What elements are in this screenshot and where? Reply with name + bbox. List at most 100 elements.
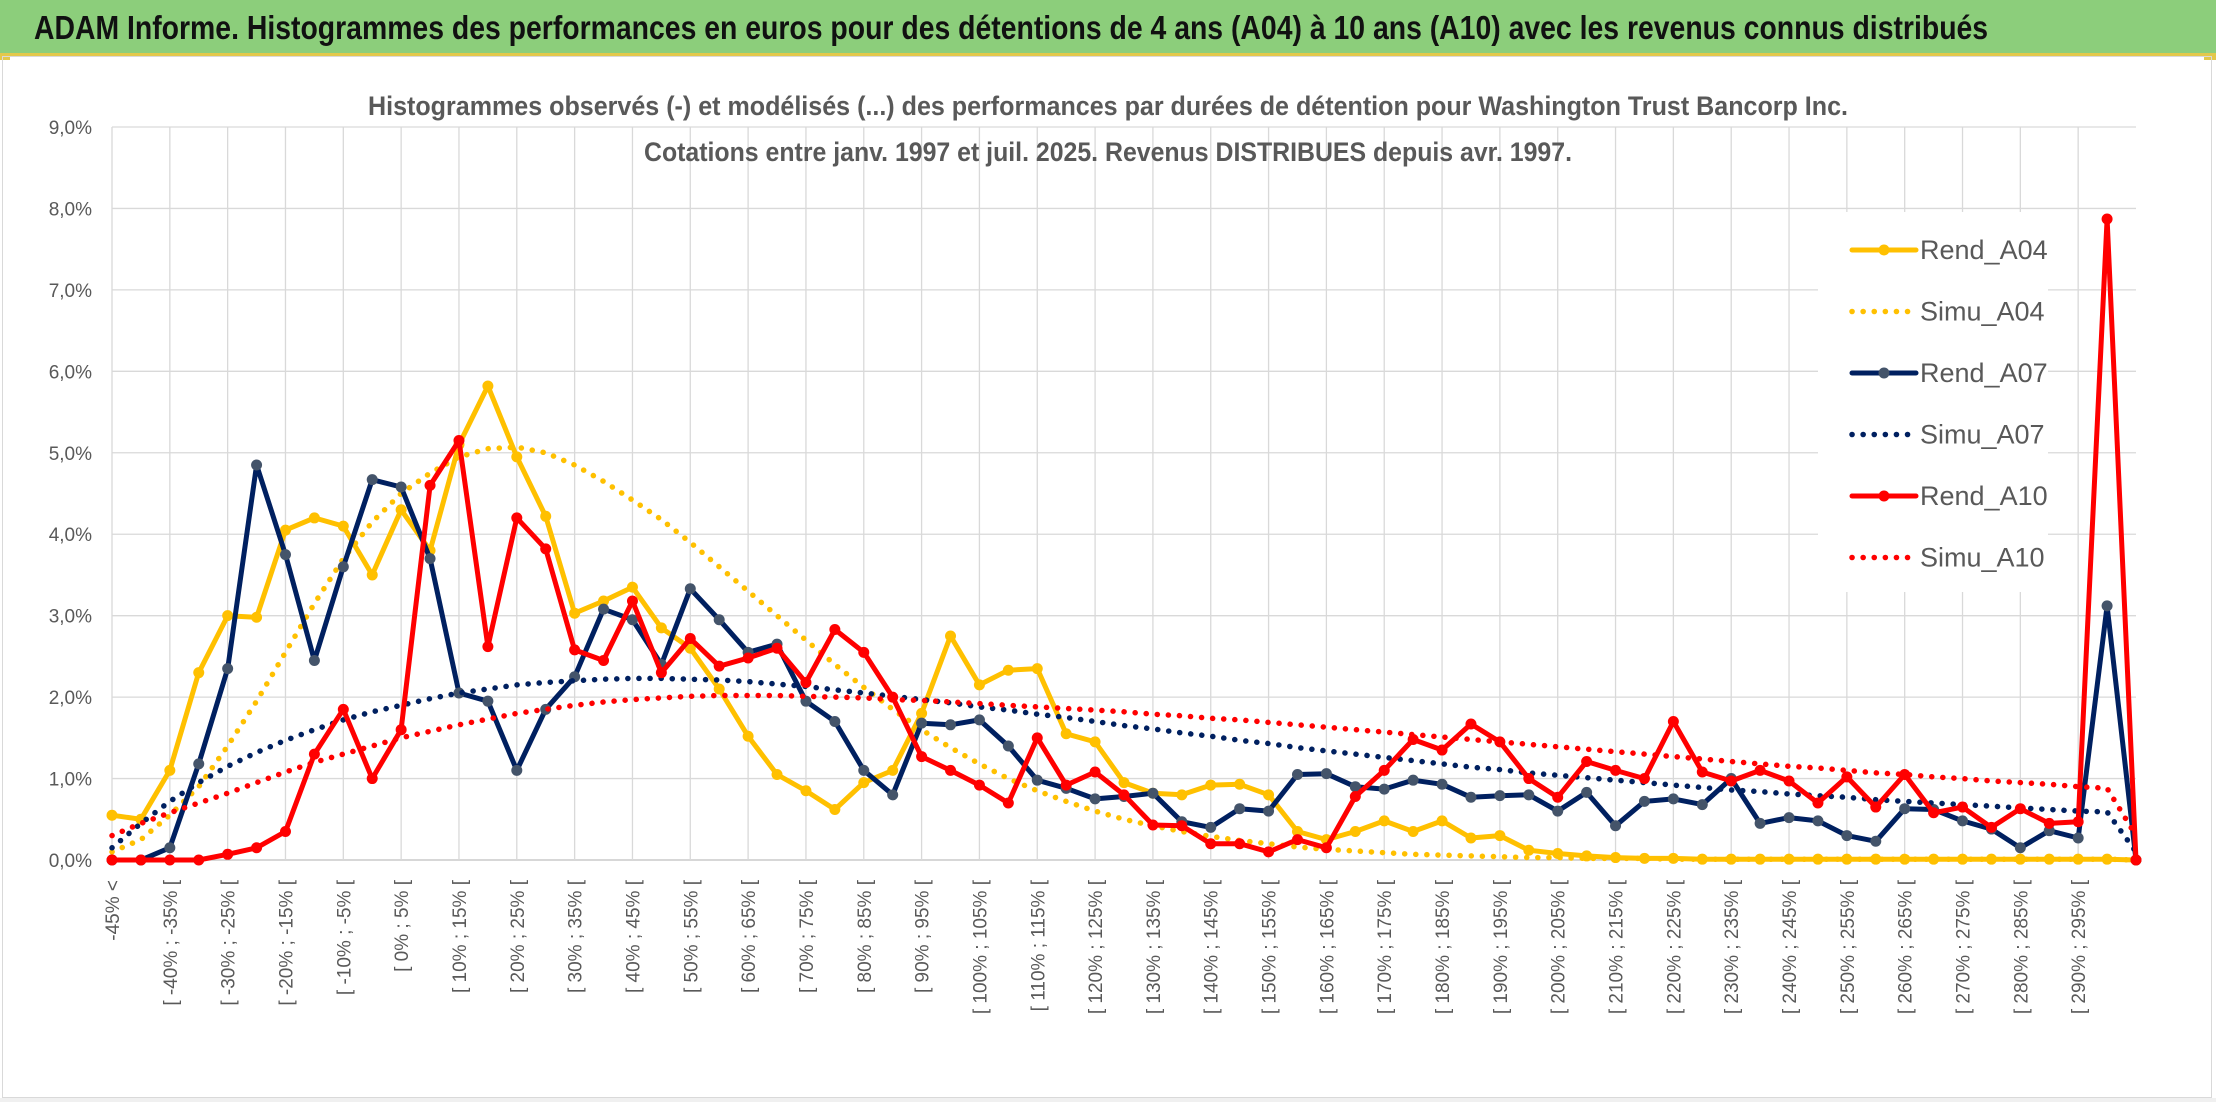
data-point-rend-a10 [2043,817,2055,829]
x-tick-label: [ 230% ; 235% [ [1722,879,1743,1014]
data-point-rend-a04 [1494,830,1506,842]
data-point-rend-a07 [1234,803,1246,815]
data-point-rend-a04 [308,512,320,524]
data-point-rend-a04 [829,804,841,816]
data-point-rend-a04 [742,730,754,742]
y-tick-label: 2,0% [49,688,92,709]
data-point-rend-a04 [106,809,118,821]
data-point-rend-a10 [1205,838,1217,850]
data-point-rend-a04 [2101,853,2113,865]
data-point-rend-a10 [1957,801,1969,813]
x-tick-label: [ 110% ; 115% [ [1028,879,1049,1011]
data-point-rend-a07 [1523,789,1535,801]
data-point-rend-a10 [1234,838,1246,850]
data-point-rend-a10 [800,676,812,688]
data-point-rend-a10 [973,779,985,791]
chart-title: Histogrammes observés (-) et modélisés (… [368,91,1848,121]
data-point-rend-a10 [1581,755,1593,767]
x-tick-label: [ 30% ; 35% [ [566,879,587,993]
data-point-rend-a07 [1465,791,1477,803]
x-tick-label: [ 70% ; 75% [ [797,879,818,993]
chart-subtitle: Cotations entre janv. 1997 et juil. 2025… [644,137,1572,167]
data-point-rend-a07 [973,714,985,726]
chart-frame [2,56,2212,1098]
data-point-rend-a10 [1263,846,1275,858]
data-point-rend-a10 [453,435,465,447]
data-point-rend-a07 [1436,778,1448,790]
x-tick-label: [ 260% ; 265% [ [1896,879,1917,1014]
banner-accent-right [2204,56,2216,60]
data-point-rend-a07 [1552,805,1564,817]
legend-label-rend-a07: Rend_A07 [1920,358,2048,388]
data-point-rend-a04 [1436,815,1448,827]
data-point-rend-a10 [771,642,783,654]
data-point-rend-a10 [424,479,436,491]
data-point-rend-a04 [2072,853,2084,865]
data-point-rend-a04 [1638,852,1650,864]
legend-label-rend-a10: Rend_A10 [1920,481,2048,511]
data-point-rend-a04 [598,595,610,607]
data-point-rend-a10 [1291,834,1303,846]
data-point-rend-a07 [511,764,523,776]
data-point-rend-a10 [858,646,870,658]
y-axis: 0,0% 1,0% 2,0% 3,0% 4,0% 5,0% 6,0% 7,0% 8,0% 9,0% [49,118,92,872]
data-point-rend-a04 [655,622,667,634]
data-point-rend-a07 [684,583,696,595]
data-point-rend-a10 [1985,821,1997,833]
data-point-rend-a07 [1870,835,1882,847]
data-point-rend-a07 [1957,815,1969,827]
x-tick-label: [ 20% ; 25% [ [508,879,529,993]
data-point-rend-a04 [1725,853,1737,865]
data-point-rend-a10 [1060,779,1072,791]
data-point-rend-a07 [1494,790,1506,802]
data-point-rend-a10 [684,632,696,644]
data-point-rend-a10 [655,667,667,679]
data-point-rend-a07 [424,553,436,565]
data-point-rend-a10 [135,854,147,866]
y-tick-label: 0,0% [49,851,92,872]
data-point-rend-a07 [626,614,638,626]
data-point-rend-a10 [366,773,378,785]
data-point-rend-a07 [1407,774,1419,786]
data-point-rend-a07 [1378,783,1390,795]
data-point-rend-a10 [1899,768,1911,780]
x-tick-label: [ 10% ; 15% [ [450,879,471,993]
x-tick-label: [ 80% ; 85% [ [855,879,876,993]
data-point-rend-a10 [1725,775,1737,787]
data-point-rend-a04 [222,610,234,622]
data-point-rend-a10 [829,624,841,636]
data-point-rend-a10 [482,641,494,653]
data-point-rend-a07 [308,654,320,666]
y-tick-label: 9,0% [49,118,92,139]
data-point-rend-a04 [1783,853,1795,865]
plot-area [106,213,2142,866]
data-point-rend-a04 [366,569,378,581]
series-line-simu-a10 [109,692,2139,839]
x-tick-label: -45% < [103,880,124,941]
x-tick-label: [ 210% ; 215% [ [1607,879,1628,1014]
data-point-rend-a04 [1263,789,1275,801]
data-point-rend-a10 [1465,718,1477,730]
data-point-rend-a10 [1349,790,1361,802]
data-point-rend-a10 [1147,819,1159,831]
data-point-rend-a04 [887,764,899,776]
data-point-rend-a10 [1523,773,1535,785]
data-point-rend-a10 [1812,797,1824,809]
data-point-rend-a04 [1031,663,1043,675]
x-tick-label: [ 120% ; 125% [ [1086,879,1107,1014]
frame-bottom-edge [0,1098,2216,1102]
legend-label-simu-a07: Simu_A07 [1920,420,2045,450]
x-tick-label: [ 250% ; 255% [ [1838,879,1859,1014]
data-point-rend-a07 [1812,815,1824,827]
data-point-rend-a04 [1349,825,1361,837]
legend-label-simu-a04: Simu_A04 [1920,297,2045,327]
data-point-rend-a07 [1754,817,1766,829]
data-point-rend-a07 [193,758,205,770]
data-point-rend-a10 [1610,764,1622,776]
data-point-rend-a10 [1638,773,1650,785]
legend-marker-rend-a10 [1878,490,1890,502]
data-point-rend-a04 [771,768,783,780]
data-point-rend-a10 [1928,807,1940,819]
x-tick-label: [ 140% ; 145% [ [1202,879,1223,1014]
data-point-rend-a10 [1783,775,1795,787]
